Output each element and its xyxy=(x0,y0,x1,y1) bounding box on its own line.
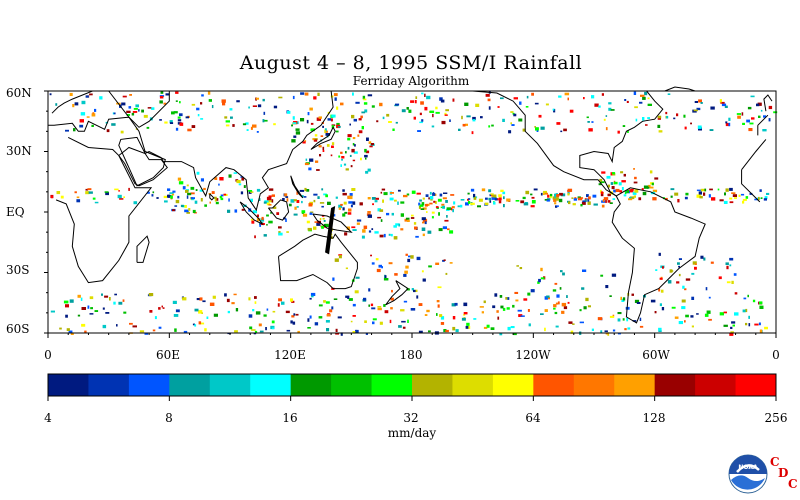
colorbar-swatch-2 xyxy=(128,374,170,396)
lat-label-60s: 60S xyxy=(6,322,30,336)
coastline-madagascar xyxy=(136,235,150,263)
colorbar-swatch-6 xyxy=(290,374,332,396)
coastline-india-sl xyxy=(209,193,215,201)
data-gap-swath xyxy=(325,205,336,255)
coastline-new-guinea xyxy=(312,213,353,233)
colorbar-swatch-10 xyxy=(452,374,494,396)
lon-label-120w: 120W xyxy=(515,348,551,362)
colorbar-swatch-16 xyxy=(695,374,737,396)
colorbar-swatch-9 xyxy=(412,374,453,396)
colorbar-swatch-1 xyxy=(88,374,130,396)
lon-label-60e: 60E xyxy=(155,348,181,362)
colorbar-swatch-8 xyxy=(371,374,413,396)
cdc-letter-c2: C xyxy=(788,477,798,491)
coastline-sumatra xyxy=(239,201,264,226)
colorbar-swatch-17 xyxy=(735,374,777,396)
coastline-europe xyxy=(48,90,769,136)
coastline-japan xyxy=(310,126,336,150)
colorbar-swatch-0 xyxy=(48,374,89,396)
lon-label-180: 180 xyxy=(399,348,423,362)
colorbar-swatch-5 xyxy=(250,374,292,396)
coastline-australia xyxy=(278,233,358,290)
rainfall-field xyxy=(49,91,778,336)
lon-label-60w: 60W xyxy=(642,348,670,362)
colorbar-swatch-12 xyxy=(533,374,575,396)
coastline-britain xyxy=(763,94,773,112)
coastline-greenland xyxy=(664,86,696,92)
coastline-new-zealand xyxy=(385,280,409,306)
noaa-logo-icon: NOAA xyxy=(728,454,768,494)
colorbar-swatch-14 xyxy=(614,374,656,396)
map-title: August 4 – 8, 1995 SSM/I Rainfall xyxy=(239,52,583,74)
coastline-arabia xyxy=(118,146,168,187)
coastline-philippines xyxy=(290,175,304,199)
colorbar-swatch-13 xyxy=(573,374,615,396)
cdc-letter-d: D xyxy=(778,466,789,480)
colorbar-tick-16: 16 xyxy=(282,411,298,425)
colorbar-swatch-4 xyxy=(209,374,251,396)
coastline-n-america xyxy=(436,90,664,197)
noaa-logo-text: NOAA xyxy=(738,464,758,471)
coastline-asia xyxy=(108,90,334,212)
colorbar-swatch-15 xyxy=(654,374,696,396)
lat-label-30s: 30S xyxy=(6,263,30,277)
colorbar-swatch-11 xyxy=(492,374,534,396)
colorbar-tick-32: 32 xyxy=(403,411,419,425)
lon-label-0-right: 0 xyxy=(772,348,780,362)
lat-label-60n: 60N xyxy=(6,86,32,100)
coastline-africa xyxy=(55,136,767,284)
lat-label-30n: 30N xyxy=(6,144,32,158)
map-frame xyxy=(47,90,777,334)
colorbar-tick-128: 128 xyxy=(642,411,666,425)
map-subtitle: Ferriday Algorithm xyxy=(352,74,470,88)
coastline-borneo xyxy=(268,199,290,221)
colorbar-tick-64: 64 xyxy=(525,411,541,425)
colorbar-units: mm/day xyxy=(387,426,437,440)
colorbar-tick-8: 8 xyxy=(165,411,173,425)
lon-label-120e: 120E xyxy=(274,348,306,362)
colorbar-tick-4: 4 xyxy=(44,411,52,425)
lon-label-0-left: 0 xyxy=(44,348,52,362)
colorbar-swatch-7 xyxy=(331,374,373,396)
cdc-letter-c1: C xyxy=(770,455,780,469)
lat-label-eq: EQ xyxy=(6,205,25,219)
colorbar-swatch-3 xyxy=(169,374,211,396)
colorbar-tick-256: 256 xyxy=(764,411,788,425)
coastline-s-america xyxy=(611,187,706,324)
